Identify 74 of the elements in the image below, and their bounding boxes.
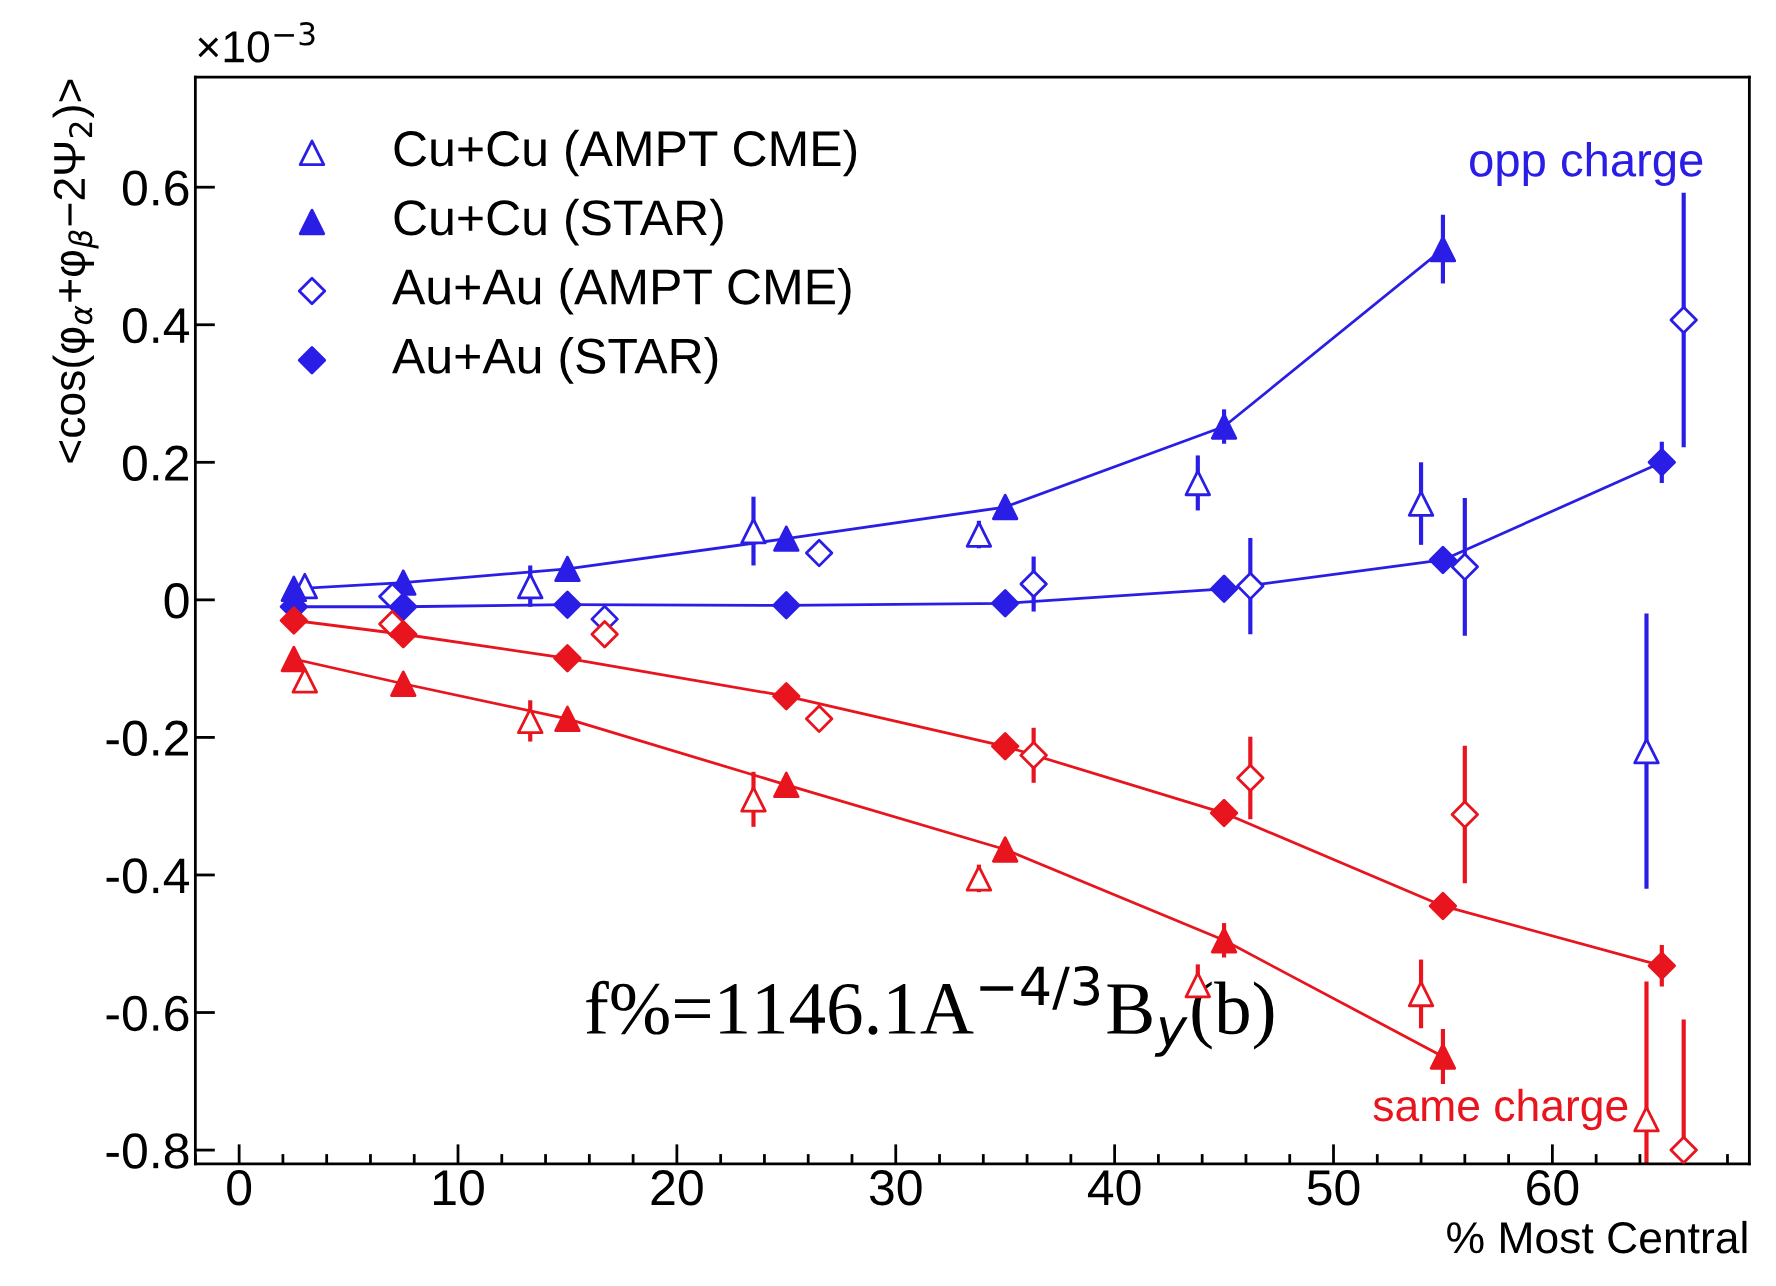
x-tick-label: 60 <box>1527 1170 1579 1206</box>
point <box>772 591 801 620</box>
annotation: opp charge <box>1470 142 1703 187</box>
point <box>517 572 544 600</box>
y-tick-label: -0.4 <box>106 858 190 894</box>
point <box>740 517 767 545</box>
annotation: f%=1146.1A$^{−4/3}$B$_{y}$(b) <box>586 965 1274 1057</box>
legend-label: Cu+Cu (AMPT CME) <box>394 129 857 177</box>
y-tick-label: -0.8 <box>106 1133 189 1169</box>
annotation: same charge <box>1373 1088 1628 1131</box>
point <box>1209 574 1239 604</box>
point <box>390 670 417 697</box>
y-tick-label: 0.2 <box>122 445 188 481</box>
point <box>1019 569 1048 599</box>
point <box>1633 1105 1660 1133</box>
point <box>1669 305 1698 335</box>
x-tick-label: 10 <box>434 1170 484 1206</box>
point <box>1019 741 1048 770</box>
y-tick-label: 0.4 <box>122 307 190 344</box>
legend-label: Au+Au (AMPT CME) <box>392 267 851 315</box>
point <box>280 645 308 673</box>
point <box>965 521 993 548</box>
y-tick-label: 0.6 <box>122 170 189 206</box>
x-tick-label: 40 <box>1087 1170 1141 1206</box>
point <box>517 707 544 735</box>
point <box>991 589 1020 618</box>
x-axis-title: % Most Central <box>1447 1220 1747 1254</box>
point <box>1210 927 1238 954</box>
point <box>1184 469 1211 497</box>
y-tick-label: -0.2 <box>106 720 188 757</box>
point <box>991 493 1019 521</box>
y-tick-label: -0.6 <box>106 995 189 1032</box>
point <box>1429 1043 1457 1070</box>
point <box>1236 571 1265 601</box>
point <box>991 732 1020 761</box>
point <box>1647 448 1676 477</box>
point <box>1450 800 1479 829</box>
x-tick-label: 0 <box>227 1170 252 1206</box>
point <box>554 705 581 733</box>
point <box>553 644 582 673</box>
point <box>991 836 1019 863</box>
y-axis-title: <cos(φ$_{α}$+φ$_{β}$−2Ψ$_{2}$)> <box>52 79 99 463</box>
point <box>1428 545 1458 575</box>
point <box>965 865 993 892</box>
point <box>1633 737 1660 765</box>
point <box>773 771 800 799</box>
legend-label: Au+Au (STAR) <box>392 337 718 384</box>
point <box>804 704 834 733</box>
point <box>1428 891 1458 921</box>
point <box>590 620 619 649</box>
point <box>1210 413 1238 440</box>
point <box>1450 552 1479 582</box>
x-tick-label: 30 <box>869 1170 922 1206</box>
point <box>804 538 834 568</box>
point <box>772 681 801 711</box>
point <box>1429 235 1457 263</box>
point <box>1669 1135 1698 1164</box>
point <box>1407 490 1435 517</box>
x-tick-label: 20 <box>651 1170 703 1206</box>
y-tick-label: 0 <box>164 583 189 619</box>
point <box>389 620 418 649</box>
point <box>279 606 309 635</box>
legend-label: Cu+Cu (STAR) <box>394 198 723 246</box>
point <box>1407 980 1435 1008</box>
point <box>389 592 418 621</box>
point <box>773 525 800 552</box>
point <box>1236 763 1265 793</box>
x-tick-label: 50 <box>1307 1170 1360 1206</box>
point <box>740 786 767 813</box>
point <box>554 555 581 583</box>
point <box>1647 951 1676 980</box>
point <box>1209 798 1239 828</box>
text: ×10$^{−3}$ <box>198 22 315 63</box>
point <box>553 590 582 619</box>
